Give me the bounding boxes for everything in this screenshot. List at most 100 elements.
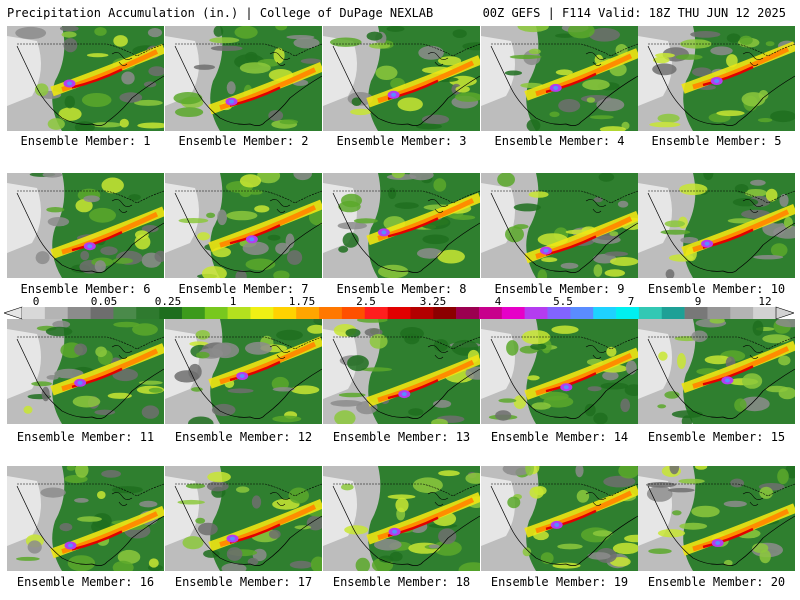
colorbar-swatch: [684, 307, 708, 319]
caption-member-number: 2: [301, 134, 309, 148]
caption-prefix: Ensemble Member:: [174, 430, 298, 444]
caption-prefix: Ensemble Member:: [16, 575, 140, 589]
caption-prefix: Ensemble Member:: [336, 134, 460, 148]
ensemble-member-map-panel: [481, 26, 638, 131]
precip-map: [638, 173, 795, 278]
precip-map: [638, 26, 795, 131]
colorbar-swatch: [456, 307, 480, 319]
caption-prefix: Ensemble Member:: [336, 282, 460, 296]
caption-member-number: 7: [301, 282, 309, 296]
colorbar-swatch: [341, 307, 366, 319]
caption-member-number: 19: [613, 575, 629, 589]
caption-member-number: 6: [143, 282, 151, 296]
caption-prefix: Ensemble Member:: [16, 430, 140, 444]
precip-map: [638, 466, 795, 571]
caption-member-number: 1: [143, 134, 151, 148]
colorbar-tick-label: 7: [627, 295, 635, 308]
colorbar-swatch: [250, 307, 274, 319]
colorbar-swatch: [593, 307, 617, 319]
ensemble-member-map-panel: [7, 26, 164, 131]
colorbar-swatch: [67, 307, 91, 319]
precip-map: [638, 319, 795, 424]
caption-prefix: Ensemble Member:: [178, 282, 302, 296]
colorbar-swatch: [159, 307, 183, 319]
colorbar-swatch: [547, 307, 571, 319]
precip-map: [323, 173, 480, 278]
ensemble-member-caption: Ensemble Member: 11: [7, 430, 164, 444]
ensemble-member-caption: Ensemble Member: 5: [638, 134, 795, 148]
ensemble-member-caption: Ensemble Member: 13: [323, 430, 480, 444]
colorbar-swatch: [204, 307, 228, 319]
colorbar-tick-label: 3.25: [419, 295, 447, 308]
precip-map: [481, 173, 638, 278]
colorbar-swatch: [319, 307, 343, 319]
caption-prefix: Ensemble Member:: [647, 430, 771, 444]
ensemble-member-map-panel: [165, 319, 322, 424]
precip-map: [165, 319, 322, 424]
precip-map: [7, 26, 164, 131]
ensemble-member-map-panel: [7, 466, 164, 571]
ensemble-member-map-panel: [165, 466, 322, 571]
colorbar-tick-label: 12: [758, 295, 772, 308]
ensemble-member-caption: Ensemble Member: 19: [481, 575, 638, 589]
ensemble-member-caption: Ensemble Member: 10: [638, 282, 795, 296]
colorbar-max-arrow: [775, 306, 794, 320]
ensemble-member-caption: Ensemble Member: 3: [323, 134, 480, 148]
ensemble-member-map-panel: [638, 466, 795, 571]
ensemble-member-caption: Ensemble Member: 9: [481, 282, 638, 296]
precip-map: [165, 26, 322, 131]
colorbar-tick-label: 5.5: [553, 295, 573, 308]
precip-map: [7, 173, 164, 278]
colorbar-swatch: [570, 307, 594, 319]
colorbar-tick-label: 4: [494, 295, 502, 308]
ensemble-member-caption: Ensemble Member: 7: [165, 282, 322, 296]
caption-prefix: Ensemble Member:: [20, 282, 144, 296]
ensemble-member-caption: Ensemble Member: 2: [165, 134, 322, 148]
colorbar-swatch: [227, 307, 251, 319]
caption-prefix: Ensemble Member:: [490, 430, 614, 444]
ensemble-member-caption: Ensemble Member: 1: [7, 134, 164, 148]
caption-prefix: Ensemble Member:: [20, 134, 144, 148]
ensemble-member-caption: Ensemble Member: 6: [7, 282, 164, 296]
caption-prefix: Ensemble Member:: [178, 134, 302, 148]
caption-prefix: Ensemble Member:: [490, 575, 614, 589]
ensemble-member-caption: Ensemble Member: 17: [165, 575, 322, 589]
ensemble-member-caption: Ensemble Member: 20: [638, 575, 795, 589]
caption-member-number: 4: [617, 134, 625, 148]
caption-member-number: 5: [774, 134, 782, 148]
ensemble-member-map-panel: [323, 26, 480, 131]
colorbar-swatch: [501, 307, 525, 319]
header-title-left: Precipitation Accumulation (in.) | Colle…: [7, 6, 434, 20]
colorbar-swatch: [753, 307, 777, 319]
caption-member-number: 3: [459, 134, 467, 148]
caption-member-number: 16: [139, 575, 155, 589]
ensemble-member-map-panel: [481, 466, 638, 571]
colorbar-tick-label: 0: [32, 295, 40, 308]
colorbar-tick-label: 0.05: [90, 295, 118, 308]
ensemble-member-map-panel: [323, 173, 480, 278]
ensemble-member-caption: Ensemble Member: 12: [165, 430, 322, 444]
colorbar-swatch: [433, 307, 457, 319]
precip-map: [481, 466, 638, 571]
colorbar-swatch: [387, 307, 411, 319]
colorbar-tick-label: 0.25: [154, 295, 182, 308]
precip-map: [7, 466, 164, 571]
precip-map: [481, 319, 638, 424]
colorbar-swatch: [478, 307, 503, 319]
ensemble-member-caption: Ensemble Member: 18: [323, 575, 480, 589]
precip-map: [481, 26, 638, 131]
caption-prefix: Ensemble Member:: [647, 575, 771, 589]
colorbar-min-arrow: [4, 306, 23, 320]
caption-member-number: 9: [617, 282, 625, 296]
caption-prefix: Ensemble Member:: [174, 575, 298, 589]
colorbar-swatch: [661, 307, 685, 319]
ensemble-member-caption: Ensemble Member: 4: [481, 134, 638, 148]
caption-member-number: 12: [297, 430, 313, 444]
ensemble-member-map-panel: [638, 173, 795, 278]
colorbar-tick-label: 1: [229, 295, 237, 308]
header-title-right: 00Z GEFS | F114 Valid: 18Z THU JUN 12 20…: [482, 6, 786, 20]
caption-member-number: 14: [613, 430, 629, 444]
precip-map: [165, 466, 322, 571]
caption-prefix: Ensemble Member:: [494, 282, 618, 296]
colorbar-swatch: [90, 307, 114, 319]
